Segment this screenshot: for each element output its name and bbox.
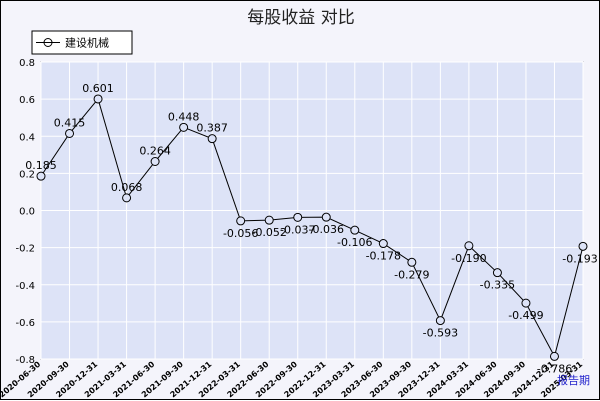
y-tick-label: -0.8 <box>15 355 35 366</box>
data-label: -0.190 <box>451 252 486 265</box>
data-point <box>179 122 189 132</box>
data-label: -0.786 <box>537 362 572 375</box>
chart-title: 每股收益 对比 <box>247 8 354 28</box>
data-point <box>321 212 331 222</box>
y-axis-ticks: 0.8 0.6 0.4 0.2 0.0 -0.2 -0.4 -0.6 -0.8 <box>15 58 35 366</box>
data-point <box>464 241 474 251</box>
data-point <box>435 316 445 326</box>
data-label: 0.264 <box>139 144 171 157</box>
data-point <box>93 94 103 104</box>
data-point <box>207 134 217 144</box>
y-tick-label: -0.2 <box>15 244 35 255</box>
data-label: 0.415 <box>54 116 86 129</box>
y-tick-label: 0.0 <box>19 207 35 218</box>
y-tick-label: 0.2 <box>19 169 35 180</box>
data-label: -0.193 <box>562 252 597 265</box>
data-point <box>150 156 160 166</box>
data-label: 0.387 <box>196 122 228 135</box>
x-axis-label: 报告期 <box>557 373 590 387</box>
data-point <box>293 212 303 222</box>
data-label: 0.601 <box>82 82 114 95</box>
data-point <box>350 225 360 235</box>
data-point <box>378 239 388 249</box>
y-tick-label: -0.6 <box>15 318 35 329</box>
data-label: 0.185 <box>25 159 57 172</box>
series-points <box>36 94 588 361</box>
y-tick-label: -0.4 <box>15 281 35 292</box>
series-line <box>40 97 584 358</box>
data-point <box>264 215 274 225</box>
legend-label: 建设机械 <box>65 36 109 50</box>
data-label: -0.178 <box>366 250 401 263</box>
data-label: 0.448 <box>168 110 200 123</box>
data-label: -0.593 <box>423 327 458 340</box>
data-label: -0.056 <box>223 227 258 240</box>
data-point <box>492 268 502 278</box>
data-label: -0.279 <box>394 268 429 281</box>
data-point <box>236 216 246 226</box>
data-label: -0.036 <box>309 223 344 236</box>
legend-marker <box>43 38 53 47</box>
data-label: -0.052 <box>251 226 286 239</box>
data-label: -0.499 <box>508 309 543 322</box>
data-point <box>65 128 75 138</box>
data-label: 0.068 <box>111 181 143 194</box>
data-point <box>36 171 46 181</box>
legend: 建设机械 <box>31 30 133 55</box>
data-point <box>521 298 531 308</box>
x-axis-ticks: 2020-06-302020-09-302020-12-312021-03-31… <box>1 359 585 399</box>
data-point <box>549 351 559 361</box>
y-tick-label: 0.8 <box>19 58 35 69</box>
grid-lines <box>40 61 584 360</box>
legend-box <box>31 30 133 55</box>
y-tick-label: 0.6 <box>19 95 35 106</box>
data-point <box>407 257 417 267</box>
data-label: -0.106 <box>337 236 372 249</box>
data-label: -0.037 <box>280 223 315 236</box>
data-point <box>122 193 132 203</box>
data-label: -0.335 <box>480 279 515 292</box>
y-tick-label: 0.4 <box>19 132 35 143</box>
data-point <box>578 241 588 251</box>
